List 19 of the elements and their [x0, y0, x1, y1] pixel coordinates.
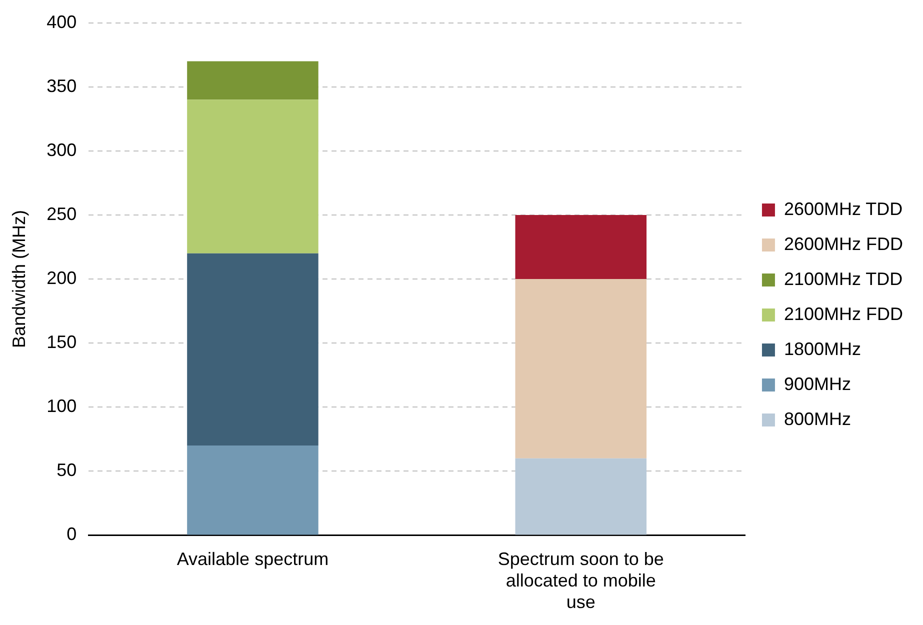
y-tick-label: 400 [46, 12, 77, 32]
y-tick-label: 150 [46, 332, 77, 352]
y-tick-label: 250 [46, 204, 77, 224]
legend-label: 1800MHz [784, 338, 862, 359]
legend-label: 2100MHz FDD [784, 304, 903, 324]
y-tick-label: 200 [46, 268, 77, 288]
legend-label: 800MHz [784, 408, 851, 429]
y-axis-title: Bandwidth (MHz) [8, 210, 29, 348]
legend-label: 900MHz [784, 374, 851, 394]
legend-label: 2100MHz TDD [784, 268, 903, 289]
y-tick-label: 300 [46, 140, 77, 160]
y-tick-label: 100 [46, 396, 77, 416]
x-tick-label: Available spectrum [176, 548, 329, 569]
legend-label: 2600MHz TDD [784, 198, 903, 219]
y-tick-label: 350 [46, 76, 77, 96]
legend-label: 2600MHz FDD [784, 234, 903, 254]
y-tick-label: 0 [66, 524, 77, 544]
x-tick-label: Spectrum soon to be allocated to mobile use [498, 548, 664, 612]
y-tick-label: 50 [56, 460, 77, 480]
